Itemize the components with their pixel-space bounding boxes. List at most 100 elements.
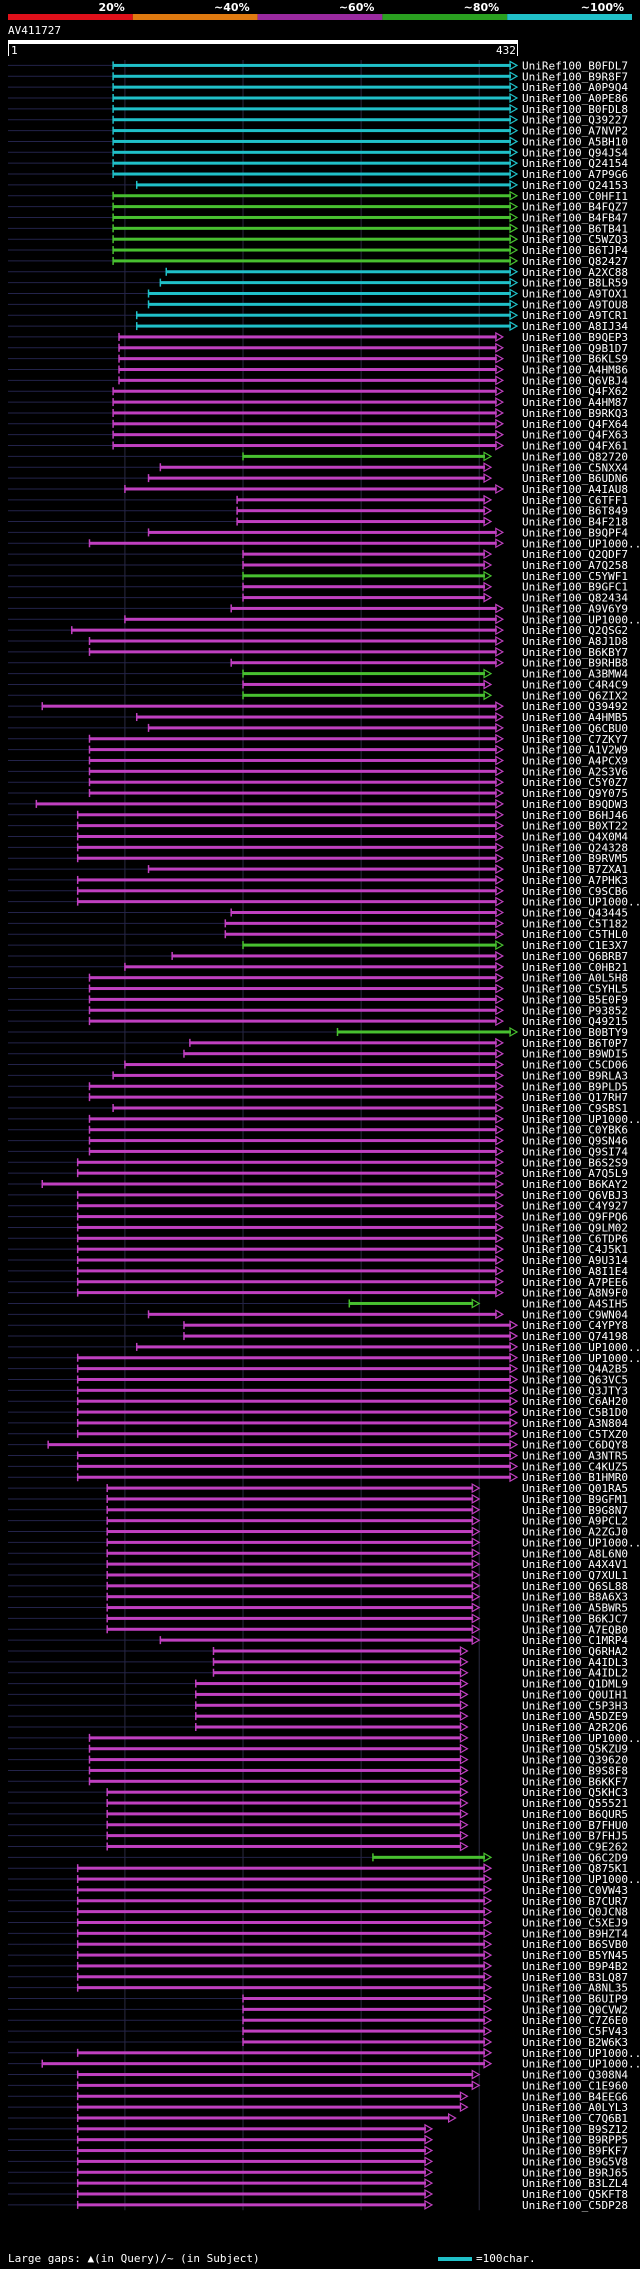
hit-bar (89, 997, 497, 1001)
hit-end-arrow (459, 1787, 469, 1798)
hit-label: UniRef100_B9RLA3 (522, 1069, 628, 1082)
hit-end-arrow (509, 1439, 519, 1450)
hit-end-arrow (495, 440, 505, 451)
hit-label: UniRef100_C6AH20 (522, 1395, 628, 1408)
hit-bar (77, 1367, 512, 1371)
hit-label: UniRef100_UP1000... (522, 1873, 640, 1886)
hit-label: UniRef100_B8LR59 (522, 277, 628, 290)
hit-bar (77, 1225, 497, 1229)
hit-label: UniRef100_B3LQ87 (522, 1971, 628, 1984)
hit-end-arrow (495, 722, 505, 733)
hit-end-arrow (483, 570, 493, 581)
hit-bar (77, 889, 497, 893)
hit-label: UniRef100_A4HM87 (522, 396, 628, 409)
hit-end-arrow (495, 342, 505, 353)
hit-bar (77, 1204, 497, 1208)
hit-bar (243, 2007, 486, 2011)
hit-end-arrow (483, 1993, 493, 2004)
hit-end-arrow (495, 1102, 505, 1114)
hit-bar (113, 1073, 497, 1077)
hit-bar (77, 2181, 426, 2185)
hit-end-arrow (483, 1874, 493, 1885)
hit-end-arrow (509, 1374, 519, 1385)
hit-label: UniRef100_P93852 (522, 1004, 628, 1017)
hit-bar (124, 1063, 497, 1067)
hit-end-arrow (483, 2058, 493, 2069)
hit-end-arrow (495, 907, 505, 918)
hit-bar (107, 1606, 474, 1610)
hit-bar (77, 1356, 512, 1360)
hit-end-arrow (495, 1265, 505, 1276)
hit-end-arrow (509, 266, 519, 277)
hit-bar (77, 1899, 486, 1903)
hit-label: UniRef100_Q9B1D7 (522, 342, 628, 355)
hit-end-arrow (509, 71, 519, 82)
hit-bar (77, 2149, 426, 2153)
hit-label: UniRef100_A8IJ34 (522, 320, 628, 333)
hit-end-arrow (495, 646, 505, 657)
hit-label: UniRef100_B6T849 (522, 505, 628, 518)
hit-end-arrow (509, 1320, 519, 1331)
hit-end-arrow (471, 1559, 481, 1570)
hit-label: UniRef100_B0BTY9 (522, 1026, 628, 1039)
hit-bar (77, 1986, 486, 1990)
scale-label: ~100% (581, 1, 624, 14)
hit-bar (195, 1692, 462, 1696)
hit-label: UniRef100_B9R8F7 (522, 70, 628, 83)
hit-label: UniRef100_B6TB41 (522, 222, 628, 235)
hit-label: UniRef100_A4HM86 (522, 364, 628, 377)
hit-bar (225, 932, 497, 936)
hit-label: UniRef100_C5Y0Z7 (522, 776, 628, 789)
hit-bar (77, 1280, 497, 1284)
hit-label: UniRef100_A4SIH5 (522, 1297, 628, 1310)
hit-label: UniRef100_UP1000... (522, 2058, 640, 2071)
hit-label: UniRef100_B6KJC7 (522, 1612, 628, 1625)
hit-bar (89, 737, 497, 741)
hit-bar (77, 2073, 474, 2077)
hit-end-arrow (471, 1548, 481, 1559)
hit-end-arrow (509, 82, 519, 93)
hit-label: UniRef100_Q0UIH1 (522, 1688, 628, 1701)
hit-label: UniRef100_A0L5H8 (522, 972, 628, 985)
hit-label: UniRef100_B6UDN6 (522, 472, 628, 485)
hit-label: UniRef100_Q5KHC3 (522, 1786, 628, 1799)
scale-segment (382, 14, 508, 20)
hit-end-arrow (509, 136, 519, 147)
hit-label: UniRef100_B7CUR7 (522, 1895, 628, 1908)
hit-bar (337, 1030, 511, 1034)
hit-label: UniRef100_A2ZGJ0 (522, 1526, 628, 1539)
hit-label: UniRef100_B9RJ65 (522, 2166, 628, 2179)
hit-bar (107, 1530, 474, 1534)
hit-label: UniRef100_Q9FPQ6 (522, 1211, 628, 1224)
hit-label: UniRef100_B7FHU0 (522, 1819, 628, 1832)
hit-label: UniRef100_A3NTR5 (522, 1450, 628, 1463)
hit-label: UniRef100_C5CD06 (522, 1059, 628, 1072)
hit-bar (124, 617, 497, 621)
hit-end-arrow (483, 516, 493, 527)
hit-end-arrow (509, 125, 519, 136)
hit-end-arrow (495, 331, 505, 342)
hit-bar (213, 1649, 462, 1653)
hit-bar (77, 834, 497, 838)
hit-bar (113, 161, 512, 165)
hit-bar (77, 1247, 497, 1251)
hit-bar (113, 248, 512, 252)
hit-bar (243, 2029, 486, 2033)
hit-bar (89, 1117, 497, 1121)
hit-bar (119, 357, 497, 361)
hit-end-arrow (495, 950, 505, 961)
hit-bar (89, 1149, 497, 1153)
hit-bar (113, 107, 512, 111)
hit-end-arrow (509, 310, 519, 321)
hit-end-arrow (471, 1483, 481, 1494)
hit-bar (113, 63, 512, 67)
hit-bar (136, 313, 512, 317)
hit-end-arrow (509, 223, 519, 234)
hit-bar (77, 1258, 497, 1262)
hit-bar (77, 1432, 512, 1436)
hit-end-arrow (495, 1222, 505, 1233)
scale-label: ~60% (339, 1, 375, 14)
hit-end-arrow (495, 1287, 505, 1298)
hit-label: UniRef100_Q39620 (522, 1754, 628, 1767)
hit-bar (107, 1627, 474, 1631)
